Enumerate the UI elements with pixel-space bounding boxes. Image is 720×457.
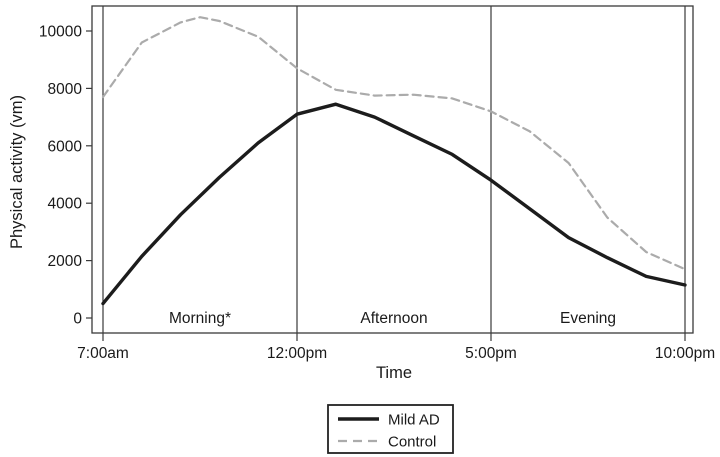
y-tick-label: 0 — [73, 311, 82, 328]
x-tick-label: 5:00pm — [465, 345, 517, 362]
legend: Mild AD Control — [327, 404, 454, 454]
series-line-mild-ad — [101, 102, 687, 306]
period-divider-lines — [102, 6, 686, 333]
y-tick-label: 6000 — [48, 138, 83, 155]
y-axis-ticks: 0 2000 4000 6000 8000 10000 — [39, 24, 92, 328]
plot-frame — [91, 5, 694, 334]
period-label: Evening — [560, 310, 616, 327]
x-tick-label: 10:00pm — [655, 345, 715, 362]
legend-label-control: Control — [388, 434, 436, 451]
y-tick-label: 4000 — [48, 196, 83, 213]
period-label: Morning* — [169, 310, 231, 327]
x-axis-title: Time — [376, 364, 412, 382]
y-axis-title: Physical activity (vm) — [8, 95, 26, 249]
legend-box — [327, 404, 454, 454]
y-tick-label: 8000 — [48, 81, 83, 98]
x-axis-ticks: 7:00am 12:00pm 5:00pm 10:00pm — [77, 333, 715, 362]
x-tick-label: 7:00am — [77, 345, 129, 362]
legend-label-mild-ad: Mild AD — [388, 412, 440, 429]
y-tick-label: 10000 — [39, 24, 82, 41]
y-tick-label: 2000 — [48, 253, 83, 270]
series-lines — [101, 16, 687, 306]
period-labels: Morning* Afternoon Evening — [169, 310, 616, 327]
series-line-control — [101, 16, 687, 271]
period-label: Afternoon — [360, 310, 427, 327]
x-tick-label: 12:00pm — [267, 345, 327, 362]
